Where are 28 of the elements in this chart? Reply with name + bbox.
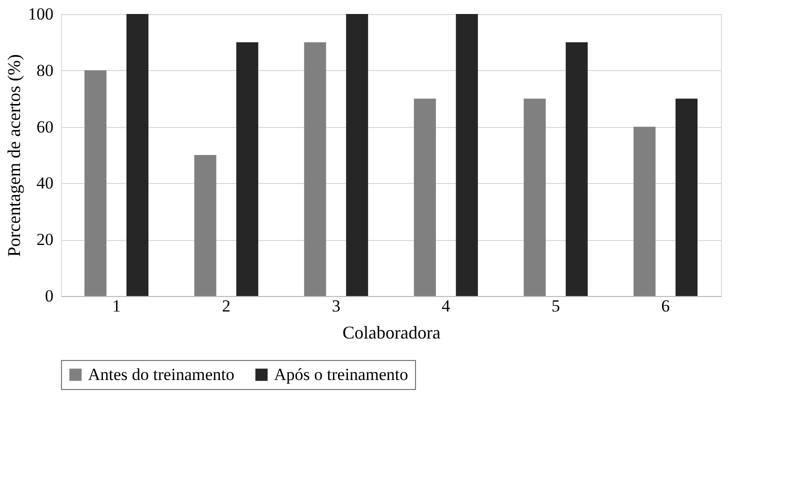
- x-tick-label: 3: [332, 296, 340, 316]
- y-tick-label: 40: [36, 174, 54, 193]
- bar: [676, 98, 698, 296]
- y-tick-label: 100: [28, 4, 54, 24]
- y-tick-label: 0: [45, 286, 54, 306]
- x-tick-label: 1: [112, 296, 121, 316]
- x-tick-label: 2: [222, 296, 231, 316]
- y-tick-label: 80: [36, 60, 54, 80]
- bar: [236, 42, 258, 296]
- x-tick-label: 4: [442, 296, 451, 316]
- y-axis-title: Porcentagem de acertos (%): [4, 54, 24, 257]
- bar: [304, 42, 326, 296]
- bar: [84, 70, 106, 296]
- bar: [126, 14, 148, 296]
- bar: [456, 14, 478, 296]
- bar: [414, 98, 436, 296]
- bar: [634, 126, 656, 296]
- bar: [524, 98, 546, 296]
- bar: [194, 155, 216, 296]
- x-axis-title: Colaboradora: [342, 322, 440, 342]
- x-tick-label: 5: [551, 296, 560, 316]
- bar: [346, 14, 368, 296]
- y-tick-label: 20: [36, 230, 54, 250]
- legend-label: Antes do treinamento: [88, 364, 234, 384]
- bar: [566, 42, 588, 296]
- y-tick-label: 60: [36, 117, 54, 136]
- legend-label: Após o treinamento: [274, 364, 408, 384]
- x-tick-label: 6: [661, 296, 670, 316]
